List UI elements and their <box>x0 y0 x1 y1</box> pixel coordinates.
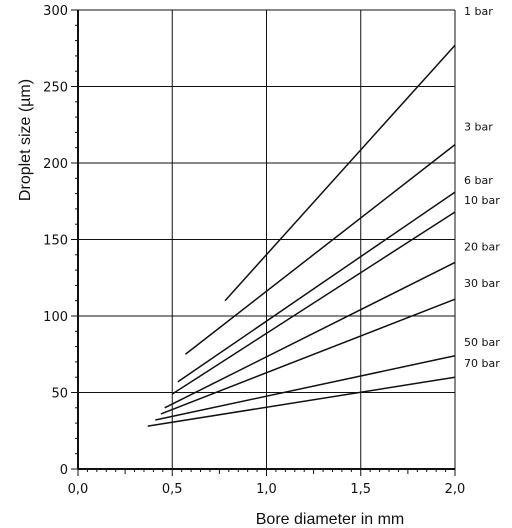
series-line-50-bar <box>155 355 456 421</box>
series-label: 20 bar <box>464 240 500 253</box>
y-tick-label: 300 <box>43 4 68 19</box>
y-tick-label: 150 <box>43 234 68 249</box>
x-tick-label: 0,0 <box>68 482 89 497</box>
series-label: 1 bar <box>464 5 493 18</box>
series-label: 3 bar <box>464 121 493 134</box>
series-line-3-bar <box>184 144 456 355</box>
series-label: 50 bar <box>464 336 500 349</box>
y-tick-label: 0 <box>60 463 68 478</box>
y-tick-label: 200 <box>43 157 68 172</box>
series-label: 10 bar <box>464 194 500 207</box>
series-line-6-bar <box>177 191 456 383</box>
series-label: 30 bar <box>464 277 500 290</box>
series-label: 6 bar <box>464 174 493 187</box>
series-line-20-bar <box>164 261 456 409</box>
series-line-1-bar <box>224 44 456 302</box>
y-tick-label: 250 <box>43 81 68 96</box>
x-tick-label: 1,5 <box>350 482 371 497</box>
x-tick-label: 1,0 <box>256 482 277 497</box>
series-line-70-bar <box>147 376 456 427</box>
axes: 0,0 0,5 1,0 1,5 2,0 0 50 100 150 200 250 300 <box>43 4 465 497</box>
x-tick-label: 2,0 <box>445 482 466 497</box>
series-line-30-bar <box>160 298 456 415</box>
y-axis-title: Droplet size (µm) <box>17 79 34 201</box>
series-lines <box>147 44 456 427</box>
x-tick-label: 0,5 <box>162 482 183 497</box>
series-label: 70 bar <box>464 357 500 370</box>
y-tick-label: 50 <box>51 387 68 402</box>
series-labels: 1 bar 3 bar 6 bar 10 bar 20 bar 30 bar 50 bar 7… <box>464 5 500 370</box>
x-axis-title: Bore diameter in mm <box>256 511 405 528</box>
series-line-10-bar <box>171 211 456 395</box>
y-tick-label: 100 <box>43 310 68 325</box>
grid <box>77 9 456 470</box>
